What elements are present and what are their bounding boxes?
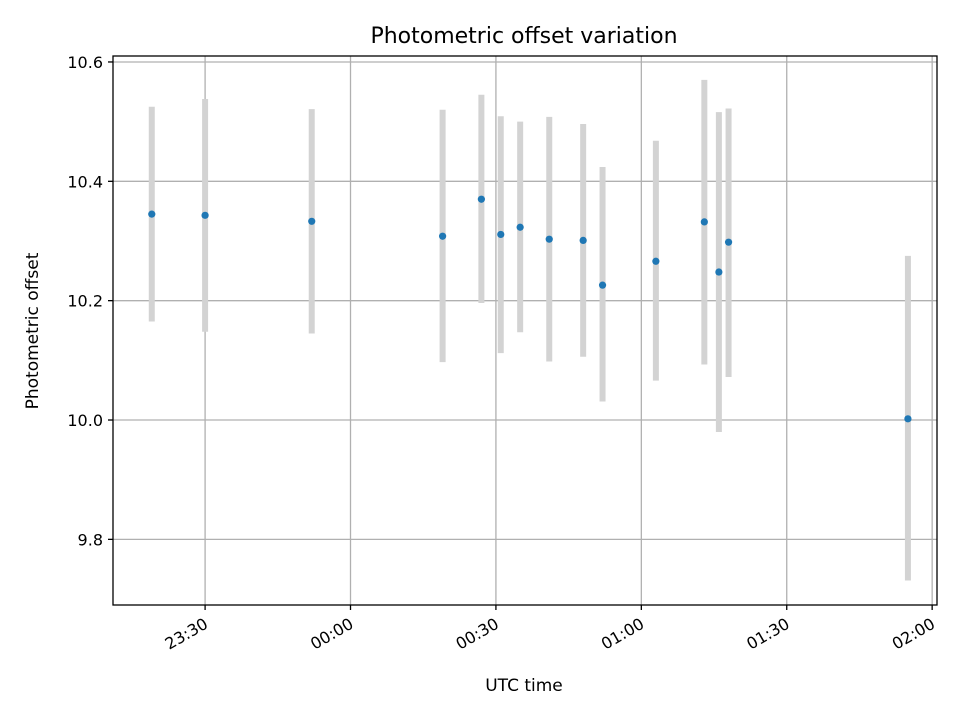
data-point [904, 415, 912, 423]
data-point [148, 210, 156, 218]
data-point [700, 218, 708, 226]
x-tick-label: 00:30 [452, 614, 501, 654]
x-axis-label: UTC time [485, 676, 563, 696]
x-tick-label: 01:00 [598, 614, 647, 654]
data-point [516, 223, 524, 231]
y-tick-label: 10.4 [67, 172, 103, 191]
x-tick-label: 01:30 [743, 614, 792, 654]
grid-layer [113, 56, 937, 605]
y-tick-label: 9.8 [78, 530, 103, 549]
data-point [724, 238, 733, 246]
data-point [545, 235, 553, 243]
plot-frame [112, 55, 938, 606]
data-point [652, 257, 660, 265]
marker-layer [148, 195, 912, 423]
errorbar-layer [148, 79, 911, 581]
x-tick-label: 23:30 [162, 614, 211, 654]
chart-title: Photometric offset variation [370, 24, 677, 49]
data-point [201, 211, 209, 219]
data-point [497, 230, 505, 239]
data-point [579, 236, 587, 244]
data-point [598, 281, 607, 289]
y-axis-label: Photometric offset [23, 252, 43, 409]
data-point [308, 217, 316, 225]
y-tick-label: 10.6 [67, 53, 103, 72]
data-point [439, 232, 447, 240]
data-point [477, 195, 485, 203]
y-tick-label: 10.2 [67, 292, 103, 311]
data-point [715, 268, 723, 276]
y-tick-label: 10.0 [67, 411, 103, 430]
x-tick-label: 02:00 [889, 614, 938, 654]
x-tick-label: 00:00 [307, 614, 356, 654]
